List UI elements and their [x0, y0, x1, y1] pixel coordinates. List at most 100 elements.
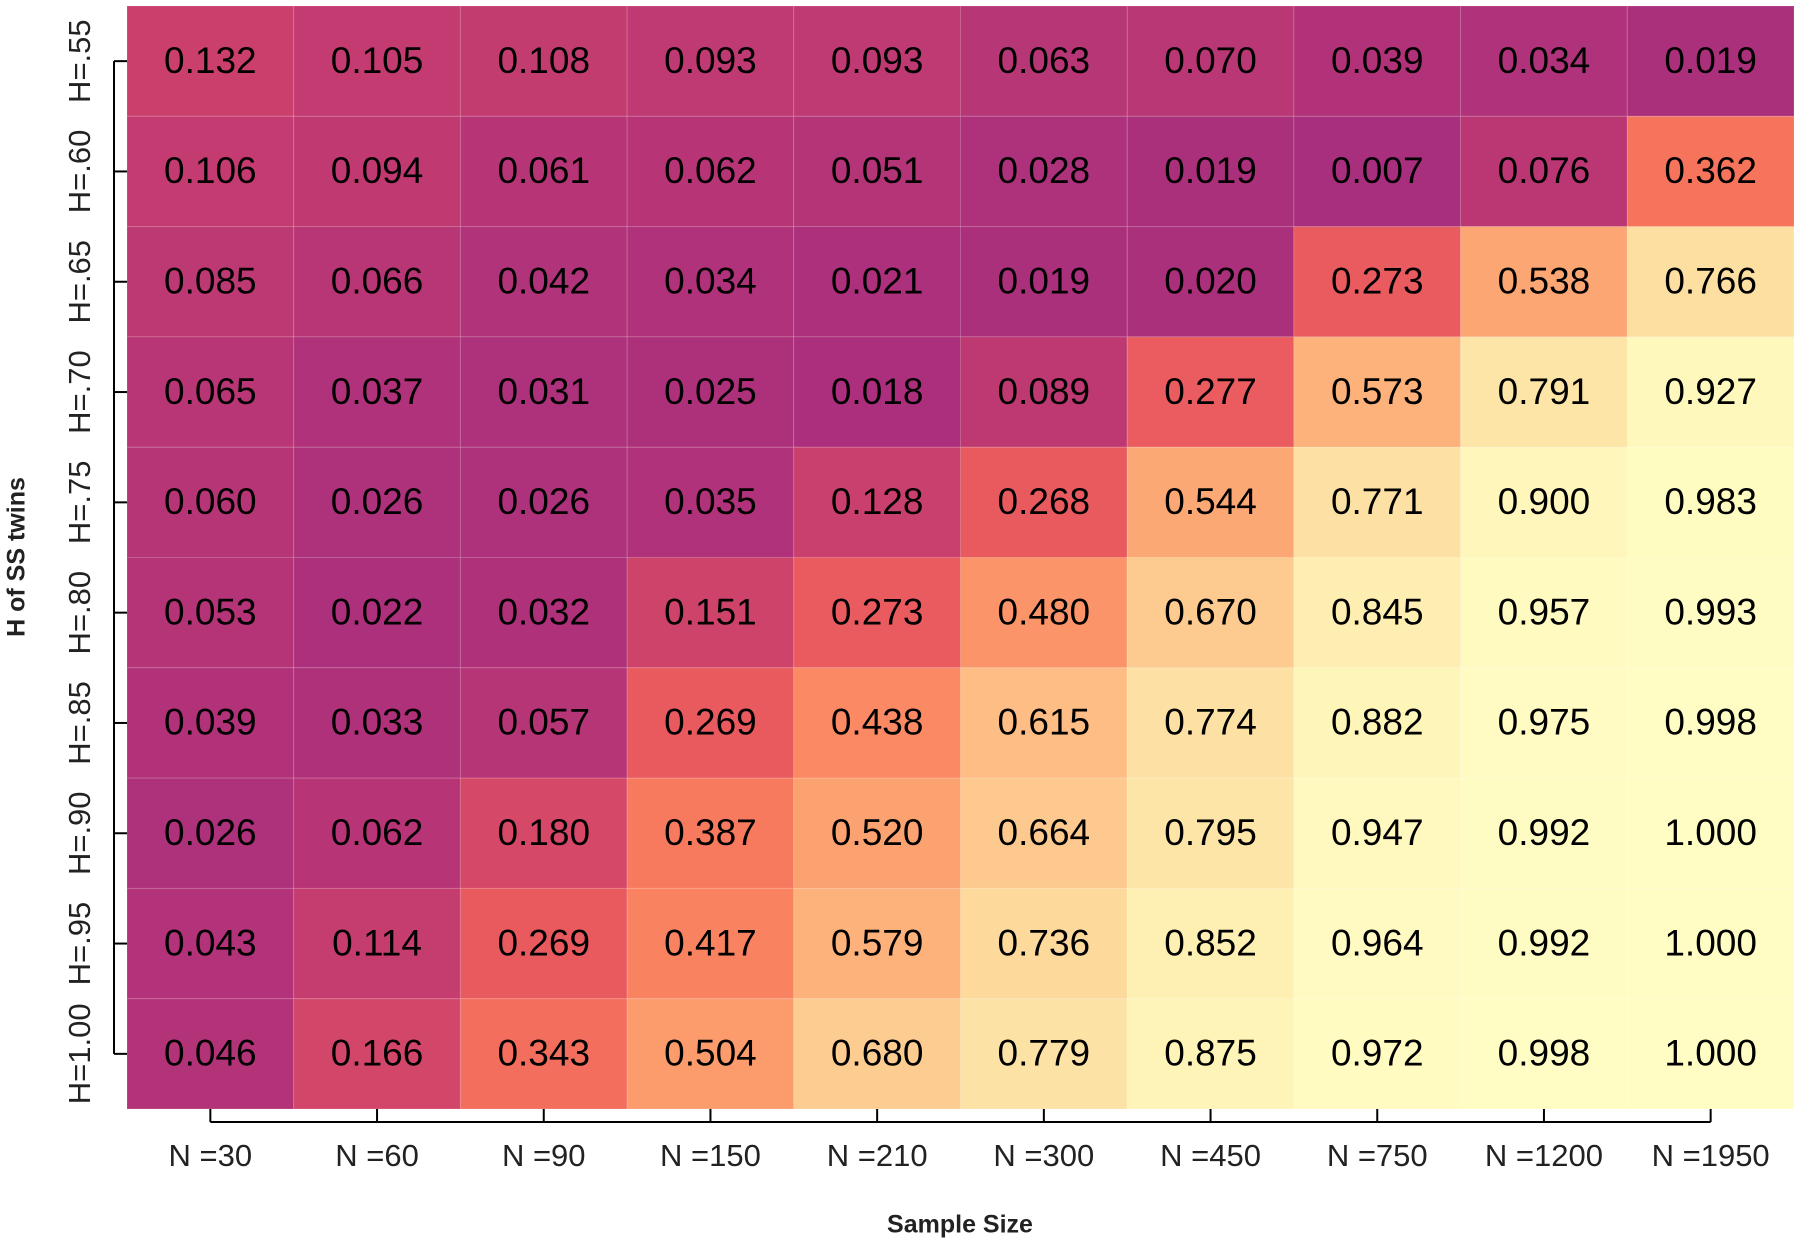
cell-label: 0.972 [1331, 1033, 1424, 1074]
cell-label: 0.277 [1164, 371, 1257, 412]
cell-label: 0.983 [1664, 481, 1757, 522]
cell-label: 0.791 [1498, 371, 1591, 412]
y-tick-label: H=.60 [62, 130, 97, 214]
heatmap-cell [1626, 115, 1795, 228]
cell-label: 0.927 [1664, 371, 1757, 412]
cell-label: 0.882 [1331, 702, 1424, 743]
cell-label: 0.007 [1331, 150, 1424, 191]
x-tick-label: N =1200 [1485, 1138, 1603, 1173]
heatmap-cell [126, 887, 295, 1000]
cell-label: 0.998 [1498, 1033, 1591, 1074]
heatmap-cell [793, 446, 961, 559]
y-tick-label: H=.75 [62, 461, 97, 545]
heatmap-cell [1460, 336, 1628, 448]
cell-label: 0.094 [331, 150, 424, 191]
heatmap-cell [793, 777, 961, 889]
cell-label: 1.000 [1664, 812, 1757, 853]
cell-label: 0.028 [998, 150, 1091, 191]
cell-label: 0.151 [664, 591, 757, 632]
heatmap-cell [126, 777, 295, 889]
heatmap-cell [793, 557, 961, 669]
heatmap-cell [459, 115, 628, 228]
cell-label: 0.065 [164, 371, 257, 412]
cell-label: 0.026 [164, 812, 257, 853]
y-tick-label: H=.95 [62, 902, 97, 986]
cell-label: 0.544 [1164, 481, 1257, 522]
heatmap-cell [1293, 226, 1462, 338]
cell-label: 0.615 [998, 702, 1091, 743]
cell-label: 0.128 [831, 481, 924, 522]
cell-label: 0.033 [331, 702, 424, 743]
heatmap-cell [293, 777, 461, 889]
cell-label: 0.504 [664, 1033, 757, 1074]
heatmap-cell [126, 5, 295, 117]
x-tick-label: N =750 [1327, 1138, 1428, 1173]
heatmap-cell [459, 5, 628, 117]
cell-label: 0.032 [497, 591, 590, 632]
cell-label: 0.020 [1164, 261, 1257, 302]
y-tick-label: H=.90 [62, 791, 97, 875]
cell-label: 0.664 [998, 812, 1091, 853]
cell-label: 0.975 [1498, 702, 1591, 743]
heatmap-cell [293, 115, 461, 228]
heatmap-cell [459, 446, 628, 559]
heatmap-cell [1293, 446, 1462, 559]
heatmap-cell [1460, 777, 1628, 889]
cell-label: 0.022 [331, 591, 424, 632]
heatmap-cell [1293, 5, 1462, 117]
heatmap-cell [626, 667, 795, 779]
cell-label: 0.774 [1164, 702, 1257, 743]
cell-label: 0.771 [1331, 481, 1424, 522]
cell-label: 0.035 [664, 481, 757, 522]
heatmap-cell [960, 887, 1128, 1000]
cell-label: 0.060 [164, 481, 257, 522]
heatmap-cell [1126, 557, 1295, 669]
cell-label: 0.947 [1331, 812, 1424, 853]
heatmap-cell [1626, 667, 1795, 779]
cell-label: 0.053 [164, 591, 257, 632]
cell-label: 0.480 [998, 591, 1091, 632]
cell-label: 0.061 [497, 150, 590, 191]
x-tick-label: N =210 [827, 1138, 928, 1173]
heatmap-cell [1126, 998, 1295, 1110]
cell-label: 0.039 [1331, 40, 1424, 81]
heatmap-cell [793, 226, 961, 338]
cell-label: 0.093 [664, 40, 757, 81]
cell-label: 0.076 [1498, 150, 1591, 191]
heatmap-cell [960, 446, 1128, 559]
cell-label: 0.362 [1664, 150, 1757, 191]
cell-label: 0.993 [1664, 591, 1757, 632]
cell-label: 0.039 [164, 702, 257, 743]
heatmap-cell [126, 998, 295, 1110]
cell-label: 0.019 [1164, 150, 1257, 191]
cell-label: 0.031 [497, 371, 590, 412]
cell-label: 0.051 [831, 150, 924, 191]
heatmap-cell [1626, 887, 1795, 1000]
cell-label: 0.062 [331, 812, 424, 853]
heatmap-cell [459, 887, 628, 1000]
x-tick-label: N =90 [502, 1138, 586, 1173]
cell-label: 0.070 [1164, 40, 1257, 81]
heatmap-cell [960, 557, 1128, 669]
cell-label: 0.180 [497, 812, 590, 853]
cell-label: 0.026 [497, 481, 590, 522]
cell-label: 0.046 [164, 1033, 257, 1074]
heatmap-cell [1293, 887, 1462, 1000]
heatmap-cell [1460, 667, 1628, 779]
cell-label: 0.779 [998, 1033, 1091, 1074]
cell-label: 0.573 [1331, 371, 1424, 412]
cell-label: 0.019 [998, 261, 1091, 302]
y-axis-title: H of SS twins [3, 477, 31, 637]
heatmap-cell [1293, 115, 1462, 228]
x-tick-label: N =300 [993, 1138, 1094, 1173]
heatmap-cell [126, 557, 295, 669]
y-tick-label: H=.85 [62, 681, 97, 765]
heatmap-cell [1293, 667, 1462, 779]
cell-label: 0.538 [1498, 261, 1591, 302]
cell-label: 0.992 [1498, 812, 1591, 853]
heatmap-cell [1460, 998, 1628, 1110]
heatmap-cell [960, 998, 1128, 1110]
heatmap-cell [293, 226, 461, 338]
cell-label: 0.957 [1498, 591, 1591, 632]
y-tick-label: H=.65 [62, 240, 97, 324]
